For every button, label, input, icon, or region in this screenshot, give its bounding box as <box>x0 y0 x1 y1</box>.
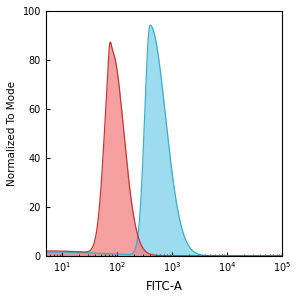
Y-axis label: Normalized To Mode: Normalized To Mode <box>7 81 17 186</box>
X-axis label: FITC-A: FITC-A <box>145 280 182 293</box>
